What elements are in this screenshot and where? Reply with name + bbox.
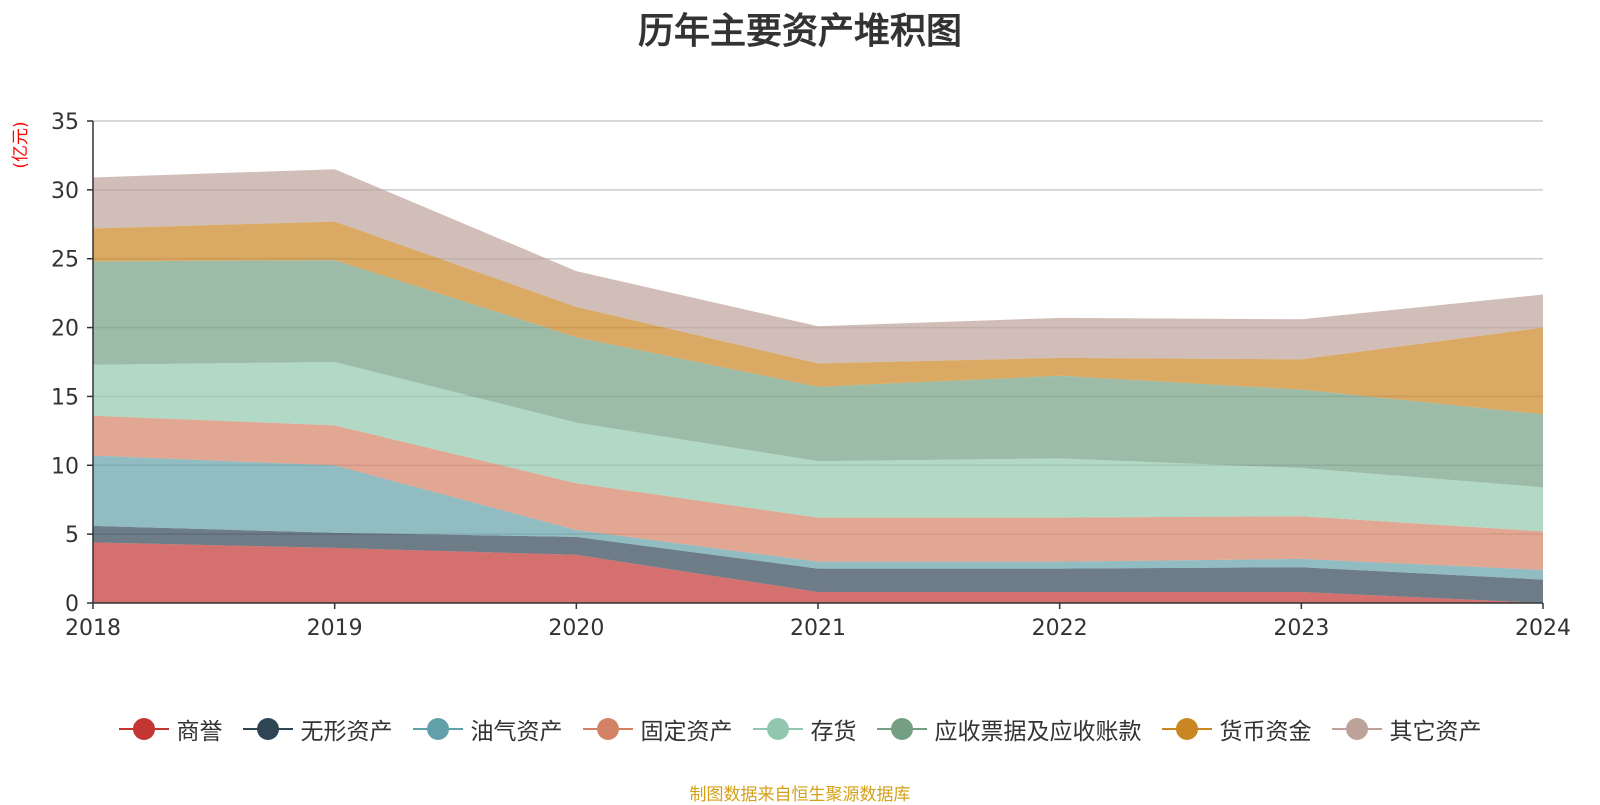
legend-marker-icon (412, 716, 463, 742)
area-油气资产[interactable] (93, 455, 1543, 580)
x-tick-label: 2024 (1515, 616, 1571, 641)
area-固定资产[interactable] (93, 415, 1543, 570)
legend-marker-icon (876, 716, 927, 742)
area-存货[interactable] (93, 362, 1543, 532)
area-货币资金[interactable] (93, 221, 1543, 415)
chart-title: 历年主要资产堆积图 (637, 11, 962, 52)
area-商誉[interactable] (93, 542, 1543, 603)
x-tick-label: 2022 (1032, 616, 1088, 641)
y-axis-unit-label: (亿元) (11, 121, 31, 168)
legend-label: 存货 (810, 719, 857, 745)
axes: 0 5 10 15 20 25 30 35 2018 2019 2020 2021 2022 2023 20… (51, 110, 1571, 641)
legend-item[interactable]: 货币资金 (1161, 712, 1312, 746)
x-tick-label: 2021 (790, 616, 846, 641)
area-应收票据及应收账款[interactable] (93, 260, 1543, 488)
legend-label: 油气资产 (470, 719, 563, 745)
x-tick-label: 2023 (1273, 616, 1329, 641)
legend-item[interactable]: 油气资产 (412, 712, 563, 746)
y-tick-label: 10 (51, 454, 79, 479)
legend-item[interactable]: 商誉 (118, 712, 223, 746)
legend-label: 无形资产 (300, 719, 393, 745)
x-tick-label: 2019 (307, 616, 363, 641)
y-tick-label: 15 (51, 385, 79, 410)
y-tick-label: 0 (65, 592, 79, 617)
legend-item[interactable]: 应收票据及应收账款 (876, 712, 1142, 746)
x-tick-label: 2018 (65, 616, 121, 641)
legend-marker-icon (242, 716, 293, 742)
y-tick-label: 20 (51, 317, 79, 342)
legend-marker-icon (582, 716, 633, 742)
legend-item[interactable]: 存货 (752, 712, 857, 746)
area-无形资产[interactable] (93, 525, 1543, 603)
legend-label: 其它资产 (1389, 719, 1482, 745)
legend-marker-icon (118, 716, 169, 742)
legend-marker-icon (1331, 716, 1382, 742)
area-series (93, 169, 1543, 603)
legend-label: 固定资产 (640, 719, 733, 745)
area-其它资产[interactable] (93, 169, 1543, 364)
y-tick-label: 30 (51, 179, 79, 204)
legend-label: 应收票据及应收账款 (934, 719, 1142, 745)
legend-item[interactable]: 无形资产 (242, 712, 393, 746)
source-note: 制图数据来自恒生聚源数据库 (689, 785, 911, 805)
legend-marker-icon (752, 716, 803, 742)
legend-marker-icon (1161, 716, 1212, 742)
y-tick-label: 35 (51, 110, 79, 135)
legend-item[interactable]: 其它资产 (1331, 712, 1482, 746)
legend-item[interactable]: 固定资产 (582, 712, 733, 746)
legend-label: 货币资金 (1219, 719, 1312, 745)
y-tick-label: 25 (51, 248, 79, 273)
legend: 商誉 无形资产 油气资产 固定资产 存货 应收票据及应收账款 货币资金 其它资产 (0, 712, 1600, 746)
y-tick-label: 5 (65, 523, 79, 548)
legend-label: 商誉 (176, 719, 223, 745)
x-tick-label: 2020 (548, 616, 604, 641)
